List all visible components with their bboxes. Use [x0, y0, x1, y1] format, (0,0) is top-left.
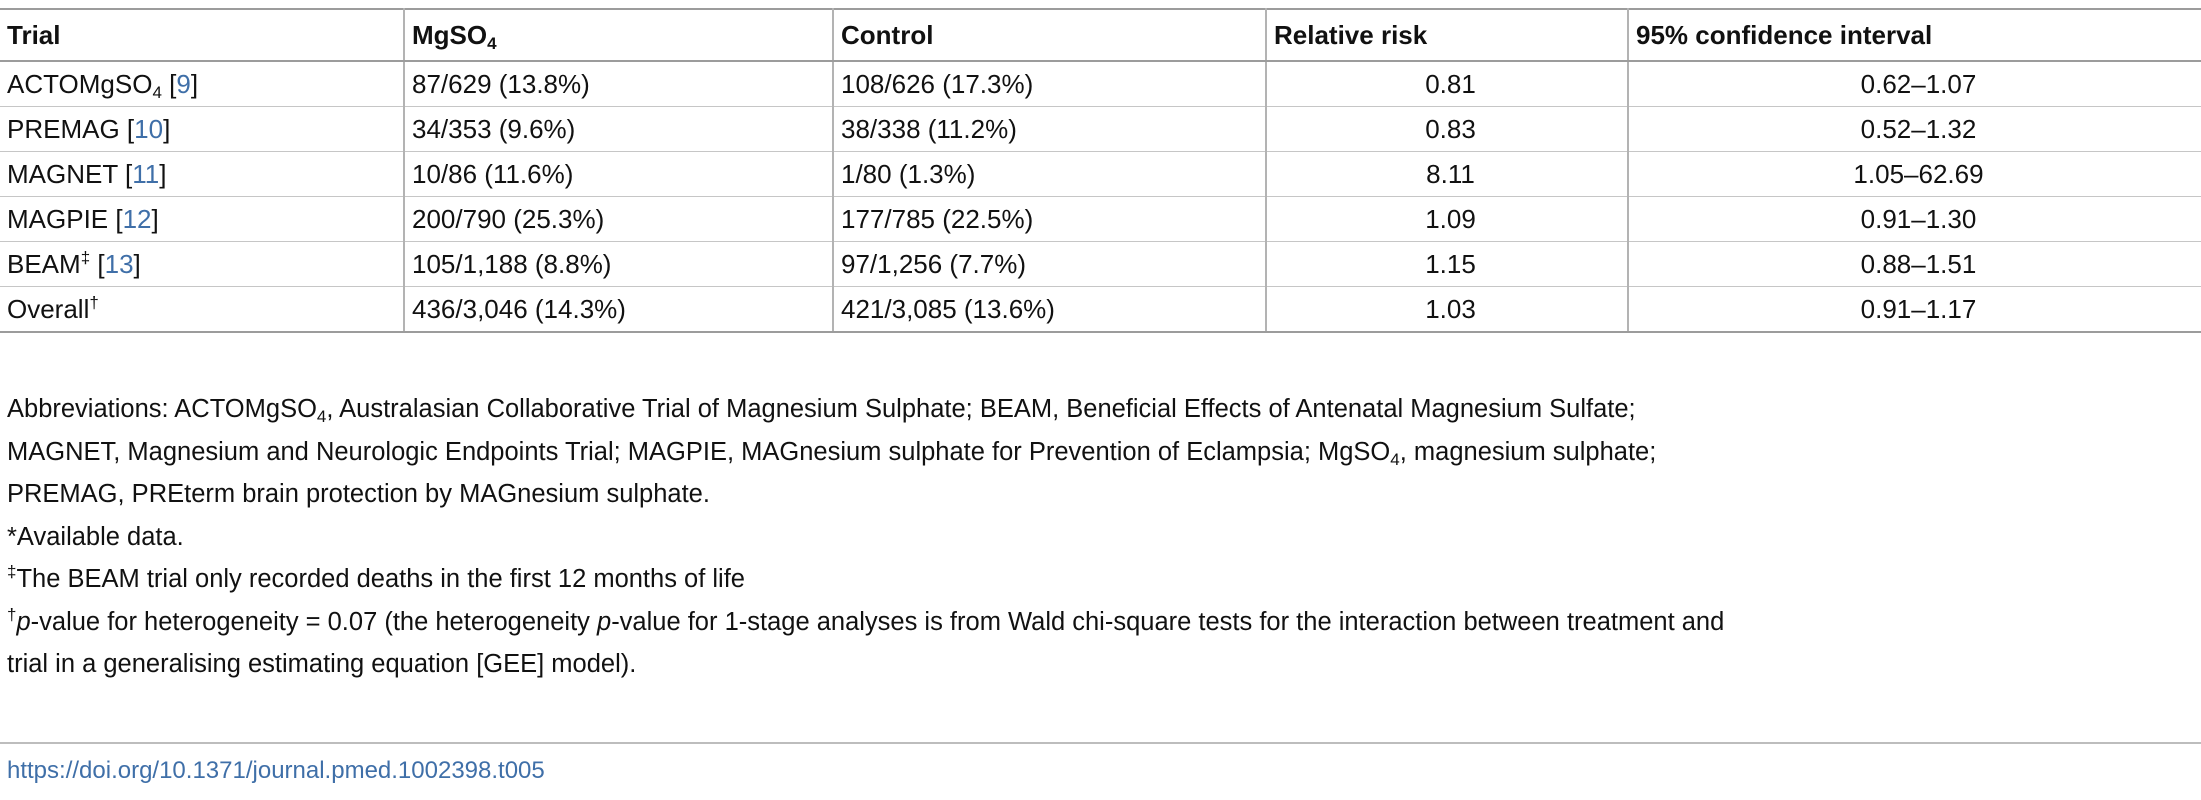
footnote-dagger-mark: † [7, 604, 17, 624]
trial-name: MAGNET [7, 159, 118, 189]
cell-confidence-interval: 1.05–62.69 [1628, 151, 2201, 197]
cell-trial: Overall† [0, 286, 405, 333]
header-confidence-interval: 95% confidence interval [1628, 8, 2201, 62]
footnote-abbrev-2b: , magnesium sulphate; [1399, 437, 1657, 466]
cell-mgso4: 87/629 (13.8%) [404, 61, 834, 107]
trial-name: PREMAG [7, 114, 120, 144]
trial-reference-link[interactable]: 13 [104, 249, 134, 279]
ref-bracket-open: [ [108, 204, 123, 234]
cell-control: 421/3,085 (13.6%) [833, 286, 1267, 333]
cell-control: 1/80 (1.3%) [833, 151, 1267, 197]
ref-bracket-close: ] [163, 114, 171, 144]
footnote-abbrev-2a-subscript: 4 [1390, 449, 1400, 469]
header-mgso4-text: MgSO [412, 20, 488, 50]
trial-reference-link[interactable]: 10 [134, 114, 164, 144]
footnote-het-c: trial in a generalising estimating equat… [7, 650, 637, 678]
trial-reference-link[interactable]: 12 [122, 204, 152, 234]
footnote-abbrev-1a: Abbreviations: ACTOMgSO [7, 395, 317, 423]
footnote-het-a: -value for heterogeneity = 0.07 (the het… [30, 607, 597, 636]
cell-mgso4: 436/3,046 (14.3%) [404, 286, 834, 333]
footnote-abbrev-1b: , Australasian Collaborative Trial of Ma… [326, 395, 1636, 423]
doi-link[interactable]: https://doi.org/10.1371/journal.pmed.100… [7, 757, 545, 784]
ref-bracket-open: [ [90, 249, 105, 279]
table-body: ACTOMgSO4 [9] 87/629 (13.8%) 108/626 (17.3… [0, 61, 2201, 333]
footnote-abbreviations: Abbreviations: ACTOMgSO4, Australasian C… [7, 388, 2187, 516]
ref-bracket-close: ] [159, 159, 167, 189]
ref-bracket-close: ] [190, 69, 199, 99]
footnote-beam-text: The BEAM trial only recorded deaths in t… [16, 565, 745, 593]
cell-relative-risk: 0.81 [1266, 61, 1629, 107]
footer-divider [0, 742, 2201, 744]
footnote-abbrev-3: PREMAG, PREterm brain protection by MAGn… [7, 480, 710, 508]
footnote-abbrev-2a: MAGNET, Magnesium and Neurologic Endpoin… [7, 437, 1391, 466]
footnote-available-data: *Available data. [7, 522, 184, 551]
ref-bracket-open: [ [119, 114, 135, 144]
cell-mgso4: 34/353 (9.6%) [404, 106, 834, 152]
footnote-abbrev-1a-subscript: 4 [316, 407, 327, 426]
table-row: ACTOMgSO4 [9] 87/629 (13.8%) 108/626 (17.3… [0, 61, 2201, 107]
header-control: Control [833, 8, 1267, 62]
trial-name: MAGPIE [7, 204, 109, 234]
trial-reference-link[interactable]: 11 [132, 159, 160, 189]
cell-mgso4: 105/1,188 (8.8%) [404, 241, 834, 287]
ref-bracket-open: [ [161, 69, 177, 99]
cell-mgso4: 10/86 (11.6%) [404, 151, 834, 197]
cell-relative-risk: 8.11 [1266, 151, 1629, 197]
cell-confidence-interval: 0.91–1.17 [1628, 286, 2201, 333]
footnote-beam-mark: ‡ [7, 562, 17, 581]
cell-trial: ACTOMgSO4 [9] [0, 61, 405, 107]
header-mgso4-subscript: 4 [487, 34, 497, 53]
trial-name: Overall [7, 294, 90, 324]
trial-reference-link[interactable]: 9 [176, 69, 191, 99]
cell-confidence-interval: 0.91–1.30 [1628, 196, 2201, 242]
table-footnotes: Abbreviations: ACTOMgSO4, Australasian C… [7, 388, 2187, 686]
table-header-row: Trial MgSO4 Control Relative risk 95% co… [0, 8, 2201, 62]
footnote-p-italic-1: p [16, 607, 31, 636]
table-row: MAGPIE [12] 200/790 (25.3%) 177/785 (22.5%… [0, 196, 2201, 242]
ref-bracket-close: ] [133, 249, 141, 279]
table-row: Overall† 436/3,046 (14.3%) 421/3,085 (13.6… [0, 286, 2201, 333]
cell-relative-risk: 0.83 [1266, 106, 1629, 152]
cell-relative-risk: 1.09 [1266, 196, 1629, 242]
trial-name: BEAM [7, 249, 81, 279]
table-row: MAGNET [11] 10/86 (11.6%) 1/80 (1.3%) 8.11 1… [0, 151, 2201, 197]
table-row: PREMAG [10] 34/353 (9.6%) 38/338 (11.2%) 0.… [0, 106, 2201, 152]
cell-confidence-interval: 0.52–1.32 [1628, 106, 2201, 152]
cell-trial: PREMAG [10] [0, 106, 405, 152]
cell-control: 108/626 (17.3%) [833, 61, 1267, 107]
cell-trial: BEAM‡ [13] [0, 241, 405, 287]
trial-name: ACTOMgSO [7, 69, 153, 99]
trial-name-superscript: † [89, 293, 99, 312]
ref-bracket-close: ] [151, 204, 159, 234]
header-relative-risk: Relative risk [1266, 8, 1629, 62]
header-trial: Trial [0, 8, 405, 62]
header-mgso4: MgSO4 [404, 8, 834, 62]
cell-control: 177/785 (22.5%) [833, 196, 1267, 242]
cell-control: 97/1,256 (7.7%) [833, 241, 1267, 287]
cell-confidence-interval: 0.88–1.51 [1628, 241, 2201, 287]
results-table: Trial MgSO4 Control Relative risk 95% co… [0, 8, 2201, 333]
cell-relative-risk: 1.15 [1266, 241, 1629, 287]
cell-mgso4: 200/790 (25.3%) [404, 196, 834, 242]
footnote-beam: ‡The BEAM trial only recorded deaths in … [7, 558, 2187, 601]
cell-relative-risk: 1.03 [1266, 286, 1629, 333]
table-row: BEAM‡ [13] 105/1,188 (8.8%) 97/1,256 (7.7%… [0, 241, 2201, 287]
cell-trial: MAGPIE [12] [0, 196, 405, 242]
trial-name-superscript: ‡ [80, 248, 91, 267]
cell-control: 38/338 (11.2%) [833, 106, 1267, 152]
cell-trial: MAGNET [11] [0, 151, 405, 197]
ref-bracket-open: [ [117, 159, 133, 189]
footnote-heterogeneity: †p-value for heterogeneity = 0.07 (the h… [7, 601, 2187, 686]
footnote-het-b: -value for 1-stage analyses is from Wald… [611, 607, 1725, 636]
trial-name-subscript: 4 [152, 83, 162, 102]
footnote-p-italic-2: p [597, 607, 612, 636]
cell-confidence-interval: 0.62–1.07 [1628, 61, 2201, 107]
